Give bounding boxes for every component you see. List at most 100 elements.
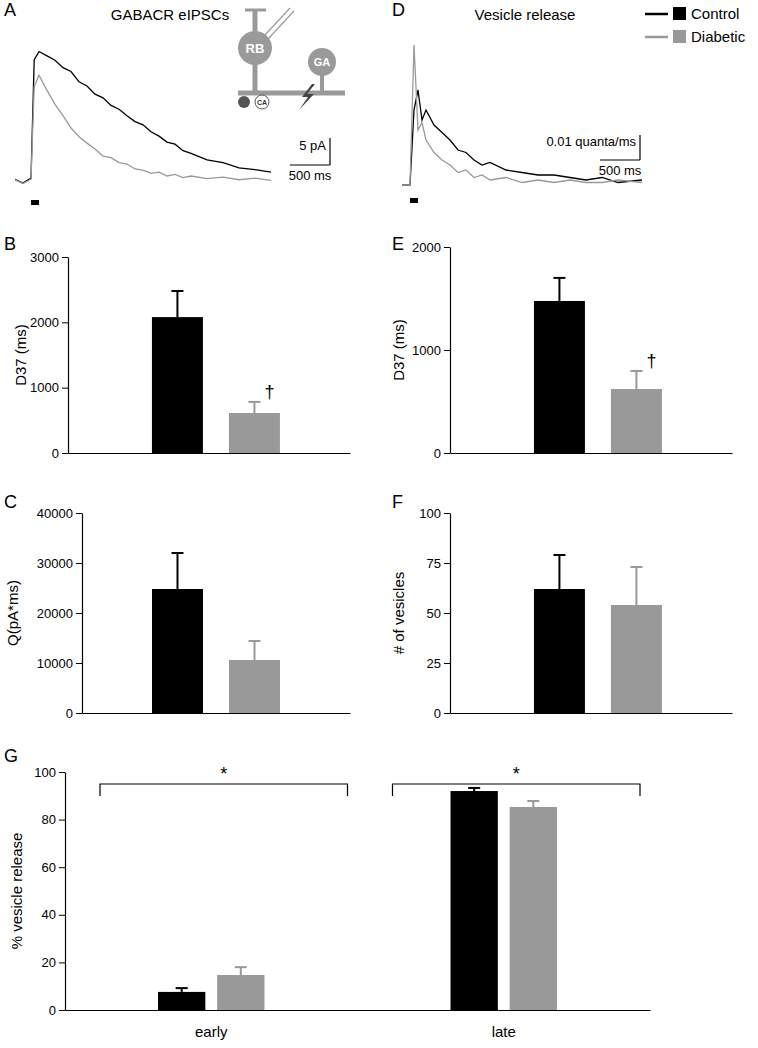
tick-mark bbox=[76, 513, 82, 514]
error-bar bbox=[630, 371, 642, 389]
y-tick: 20 bbox=[42, 955, 65, 970]
trace bbox=[402, 45, 642, 185]
plot-area bbox=[15, 52, 271, 184]
tick-label: 60 bbox=[42, 860, 56, 875]
panel-G: G020406080100earlylate% vesicle release*… bbox=[4, 746, 651, 1040]
bar bbox=[217, 975, 264, 1010]
error-bar bbox=[249, 641, 261, 660]
y-axis: 0 1000 2000 3000 bbox=[30, 250, 68, 461]
error-bar bbox=[248, 402, 260, 413]
error-stem bbox=[635, 371, 637, 389]
ga-stem bbox=[320, 75, 324, 92]
panel-letter: E bbox=[392, 234, 404, 254]
panel-letter: G bbox=[4, 746, 18, 766]
x-axis bbox=[451, 453, 733, 455]
y-axis-label: D37 (ms) bbox=[12, 324, 29, 386]
legend: Control Diabetic bbox=[645, 5, 746, 45]
tick-mark bbox=[62, 257, 68, 258]
tick-mark bbox=[444, 563, 450, 564]
error-bar bbox=[527, 801, 539, 807]
error-cap bbox=[176, 987, 188, 989]
y-tick: 30000 bbox=[37, 556, 82, 571]
error-cap bbox=[630, 566, 642, 568]
tick-label: 0 bbox=[434, 706, 441, 721]
plot-area bbox=[402, 45, 642, 185]
tick-label: 0 bbox=[52, 446, 59, 461]
panel-letter: D bbox=[392, 0, 405, 20]
tick-mark bbox=[59, 1010, 65, 1011]
error-stem bbox=[558, 278, 560, 301]
tick-label: 20000 bbox=[37, 606, 73, 621]
significance-bracket bbox=[100, 784, 348, 796]
y-tick: 0 bbox=[434, 446, 450, 461]
x-axis bbox=[69, 453, 351, 455]
scale-bar-y bbox=[329, 138, 330, 165]
error-cap bbox=[553, 554, 565, 556]
blocked-receptor bbox=[238, 96, 250, 108]
error-cap bbox=[171, 290, 183, 292]
y-tick: 2000 bbox=[30, 315, 68, 330]
tick-label: late bbox=[492, 1023, 516, 1040]
scale-bar-label: 500 ms bbox=[289, 168, 332, 183]
rb-dendrite bbox=[253, 10, 258, 31]
stimulus-marker bbox=[31, 200, 39, 205]
error-stem bbox=[254, 641, 256, 660]
legend-item: Diabetic bbox=[645, 28, 746, 45]
legend-item: Control bbox=[645, 5, 739, 22]
tick-mark bbox=[76, 663, 82, 664]
bar bbox=[534, 589, 585, 713]
receptor bbox=[255, 95, 269, 109]
scale-bar-label: 500 ms bbox=[599, 163, 642, 178]
error-cap bbox=[527, 800, 539, 802]
tick-label: 3000 bbox=[30, 250, 59, 265]
y-axis-label: Q(pA*ms) bbox=[4, 580, 21, 646]
y-tick: 1000 bbox=[30, 380, 68, 395]
tick-label: 20 bbox=[42, 955, 56, 970]
figure-svg: ARBGACAGABACR eIPSCs500 ms5 pAB010002000… bbox=[0, 0, 758, 1048]
schematic-label: CA bbox=[257, 99, 267, 106]
panel-A: ARBGACAGABACR eIPSCs500 ms5 pA bbox=[4, 0, 345, 205]
tick-mark bbox=[59, 867, 65, 868]
bar bbox=[611, 389, 662, 453]
tick-label: 40000 bbox=[37, 506, 73, 521]
tick-label: 50 bbox=[427, 606, 441, 621]
scale-bar: 500 ms0.01 quanta/ms bbox=[546, 134, 641, 179]
tick-mark bbox=[62, 388, 68, 389]
tick-label: 80 bbox=[42, 812, 56, 827]
y-axis: 0255075100 bbox=[419, 506, 450, 721]
error-cap bbox=[171, 552, 183, 554]
ga-cell bbox=[308, 48, 336, 76]
schematic-label: RB bbox=[246, 41, 265, 56]
panel-letter: C bbox=[4, 492, 17, 512]
y-tick: 3000 bbox=[30, 250, 68, 265]
annotation: † bbox=[646, 351, 656, 371]
panel-title: Vesicle release bbox=[475, 6, 576, 23]
y-tick: 25 bbox=[427, 656, 450, 671]
error-cap bbox=[248, 401, 260, 403]
annotation: † bbox=[264, 382, 274, 402]
legend-label: Diabetic bbox=[691, 28, 746, 45]
axis-line bbox=[66, 1010, 651, 1011]
plot-area bbox=[152, 553, 280, 713]
tick-mark bbox=[444, 613, 450, 614]
stimulus-marker bbox=[410, 198, 418, 203]
y-axis: 010002000 bbox=[412, 240, 450, 461]
x-axis: earlylate bbox=[66, 1010, 651, 1040]
y-tick: 100 bbox=[34, 765, 65, 780]
schematic: RBGACA bbox=[238, 8, 345, 110]
scale-bar-y bbox=[639, 135, 640, 160]
rb-cell bbox=[238, 31, 272, 65]
tick-mark bbox=[444, 713, 450, 714]
tick-label: 0 bbox=[66, 706, 73, 721]
tick-mark bbox=[76, 713, 82, 714]
y-axis-label: D37 (ms) bbox=[390, 319, 407, 381]
legend-swatch bbox=[673, 30, 686, 43]
axis-line bbox=[65, 773, 66, 1011]
error-bar bbox=[468, 788, 480, 791]
panel-letter: B bbox=[4, 234, 16, 254]
error-stem bbox=[253, 402, 255, 413]
tick-mark bbox=[444, 350, 450, 351]
tick-label: 0 bbox=[49, 1003, 56, 1018]
significance-bracket bbox=[393, 784, 641, 796]
scale-bar-x bbox=[290, 164, 330, 165]
